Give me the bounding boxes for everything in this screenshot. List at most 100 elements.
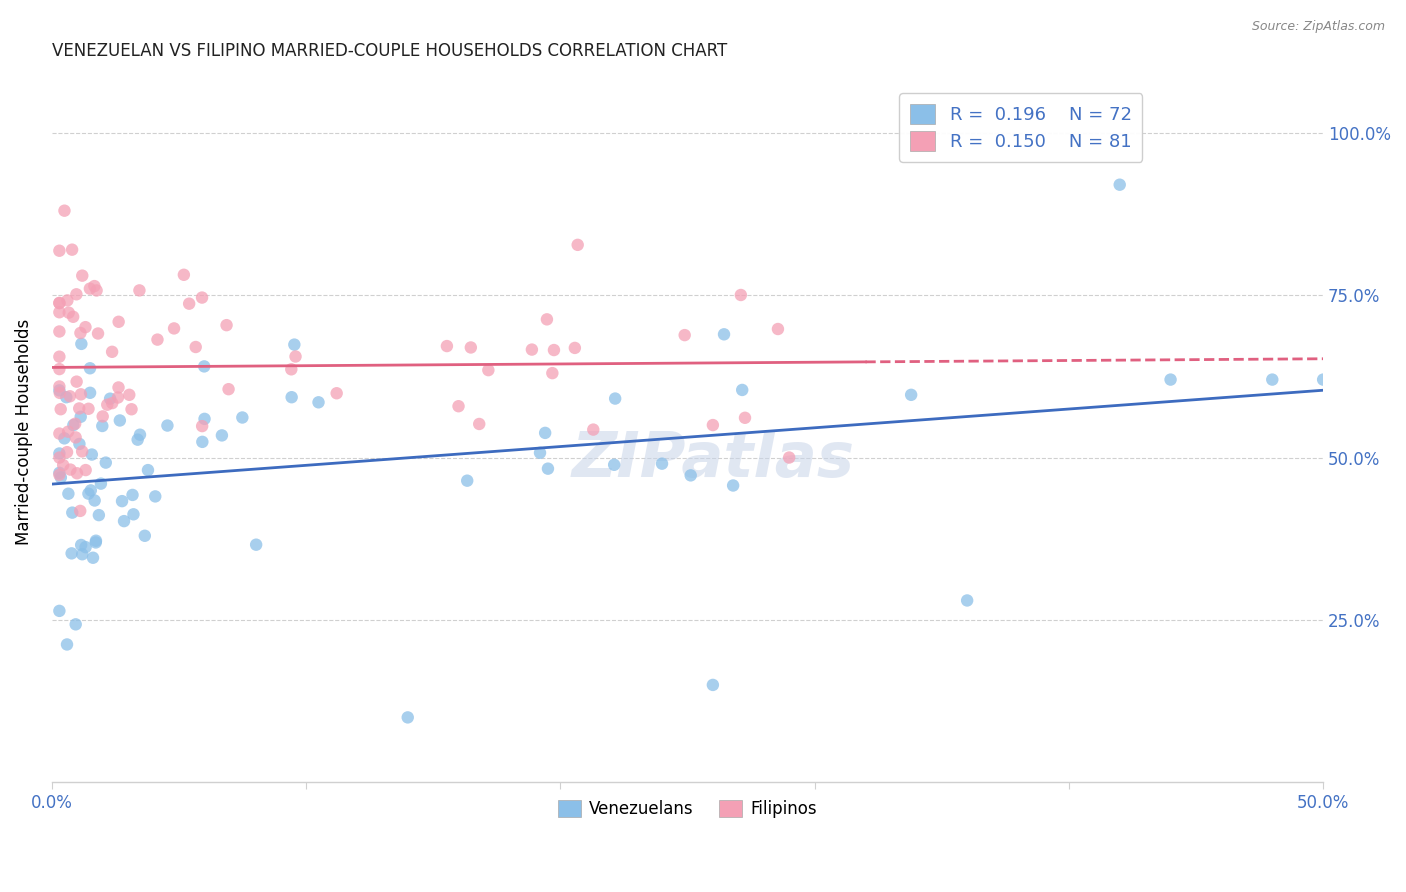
- Point: [702, 678, 724, 692]
- Point: [713, 327, 735, 342]
- Point: [87, 326, 110, 341]
- Point: [49, 470, 72, 484]
- Point: [55, 390, 77, 404]
- Point: [536, 312, 558, 326]
- Point: [325, 386, 347, 401]
- Point: [48, 446, 70, 460]
- Point: [70, 337, 93, 351]
- Point: [49, 385, 72, 400]
- Point: [70, 547, 93, 561]
- Point: [1261, 373, 1284, 387]
- Point: [284, 350, 307, 364]
- Point: [90, 476, 112, 491]
- Point: [146, 333, 169, 347]
- Point: [766, 322, 789, 336]
- Point: [127, 433, 149, 447]
- Point: [60, 506, 83, 520]
- Point: [101, 396, 124, 410]
- Point: [91, 419, 114, 434]
- Point: [215, 318, 238, 333]
- Point: [60, 546, 83, 560]
- Point: [603, 458, 626, 472]
- Point: [456, 474, 478, 488]
- Point: [65, 375, 87, 389]
- Point: [734, 410, 756, 425]
- Point: [48, 244, 70, 258]
- Point: [58, 486, 80, 500]
- Point: [79, 282, 101, 296]
- Point: [730, 288, 752, 302]
- Point: [193, 412, 215, 426]
- Point: [83, 493, 105, 508]
- Point: [108, 413, 131, 427]
- Point: [86, 284, 108, 298]
- Point: [582, 423, 605, 437]
- Point: [156, 418, 179, 433]
- Point: [191, 434, 214, 449]
- Point: [48, 379, 70, 393]
- Point: [731, 383, 754, 397]
- Point: [59, 389, 82, 403]
- Point: [956, 593, 979, 607]
- Point: [121, 402, 143, 417]
- Point: [77, 486, 100, 500]
- Point: [193, 359, 215, 374]
- Point: [69, 326, 91, 340]
- Point: [107, 380, 129, 394]
- Point: [62, 310, 84, 324]
- Y-axis label: Married-couple Households: Married-couple Households: [15, 318, 32, 545]
- Point: [75, 540, 97, 554]
- Point: [136, 463, 159, 477]
- Point: [468, 417, 491, 431]
- Point: [541, 366, 564, 380]
- Point: [520, 343, 543, 357]
- Point: [82, 550, 104, 565]
- Point: [98, 392, 121, 406]
- Point: [101, 344, 124, 359]
- Point: [69, 409, 91, 424]
- Point: [447, 399, 470, 413]
- Point: [111, 494, 134, 508]
- Point: [56, 637, 79, 651]
- Point: [564, 341, 586, 355]
- Point: [56, 293, 79, 308]
- Point: [62, 418, 84, 433]
- Point: [48, 305, 70, 319]
- Point: [56, 445, 79, 459]
- Point: [79, 361, 101, 376]
- Point: [48, 450, 70, 465]
- Point: [1108, 178, 1130, 192]
- Point: [107, 391, 129, 405]
- Point: [70, 387, 93, 401]
- Point: [537, 461, 560, 475]
- Point: [84, 533, 107, 548]
- Point: [52, 458, 75, 472]
- Point: [59, 462, 82, 476]
- Point: [679, 468, 702, 483]
- Point: [436, 339, 458, 353]
- Point: [396, 710, 419, 724]
- Point: [83, 279, 105, 293]
- Point: [53, 431, 76, 445]
- Point: [96, 398, 118, 412]
- Point: [191, 419, 214, 434]
- Point: [77, 401, 100, 416]
- Point: [80, 448, 103, 462]
- Point: [48, 296, 70, 310]
- Point: [134, 529, 156, 543]
- Point: [308, 395, 330, 409]
- Point: [56, 425, 79, 439]
- Point: [84, 535, 107, 549]
- Text: ZIPatlas: ZIPatlas: [571, 430, 855, 490]
- Point: [721, 478, 744, 492]
- Point: [70, 444, 93, 458]
- Point: [48, 426, 70, 441]
- Point: [67, 401, 90, 416]
- Point: [91, 409, 114, 424]
- Point: [70, 538, 93, 552]
- Point: [65, 430, 87, 444]
- Point: [112, 514, 135, 528]
- Point: [460, 341, 482, 355]
- Point: [651, 457, 673, 471]
- Point: [900, 388, 922, 402]
